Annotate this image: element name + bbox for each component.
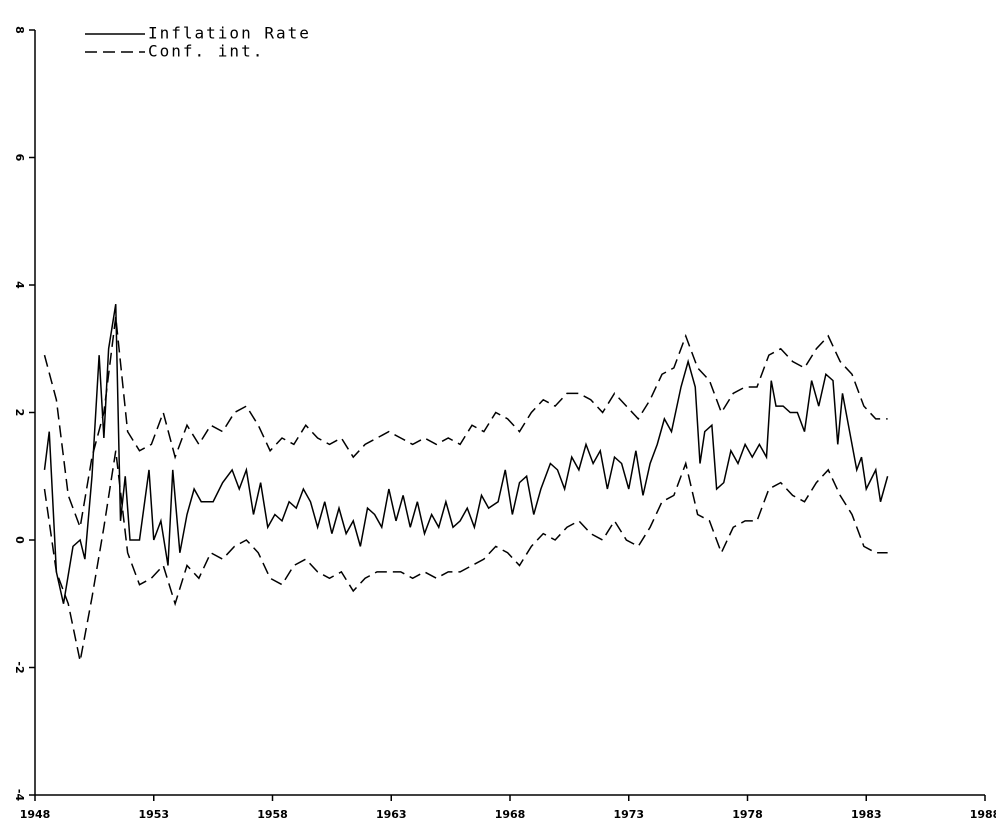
x-tick-label: 1973 xyxy=(613,808,644,821)
y-tick-label: -2 xyxy=(13,661,26,673)
y-tick-label: 6 xyxy=(13,154,26,162)
x-tick-label: 1963 xyxy=(376,808,407,821)
line xyxy=(43,304,889,604)
x-tick-label: 1953 xyxy=(138,808,169,821)
line xyxy=(43,450,888,662)
x-tick-label: 1978 xyxy=(732,808,763,821)
x-tick-label: 1983 xyxy=(851,808,882,821)
y-tick-label: 4 xyxy=(13,281,26,289)
x-tick-label: 1988 xyxy=(970,808,996,821)
y-tick-label: -4 xyxy=(13,789,26,802)
x-tick-label: 1948 xyxy=(20,808,51,821)
x-tick-label: 1968 xyxy=(495,808,526,821)
x-tick-label: 1958 xyxy=(257,808,288,821)
legend-text: Inflation Rate xyxy=(148,24,311,43)
y-tick-label: 0 xyxy=(13,536,26,544)
line xyxy=(43,316,888,531)
legend-text: Conf. int. xyxy=(148,42,264,61)
y-tick-label: 8 xyxy=(13,26,26,34)
y-tick-label: 2 xyxy=(13,409,26,417)
